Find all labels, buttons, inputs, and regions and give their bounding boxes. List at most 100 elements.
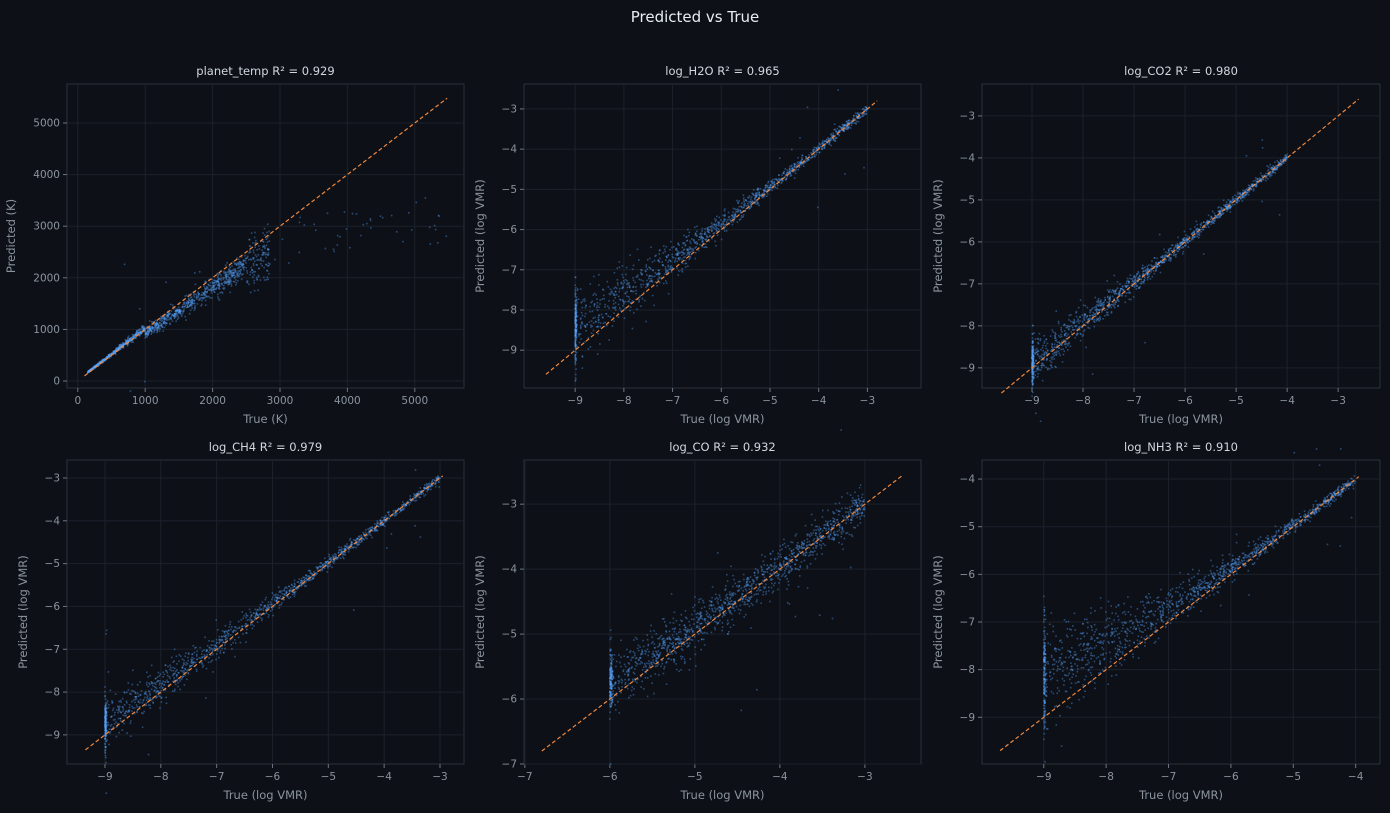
scatter-point bbox=[1104, 296, 1106, 299]
scatter-point bbox=[704, 243, 707, 245]
scatter-point bbox=[762, 189, 765, 191]
scatter-point bbox=[115, 349, 117, 352]
scatter-point bbox=[1198, 236, 1200, 239]
scatter-point bbox=[747, 203, 749, 205]
scatter-point bbox=[704, 231, 706, 233]
scatter-point bbox=[92, 368, 94, 370]
scatter-point bbox=[229, 272, 231, 274]
scatter-point bbox=[828, 140, 831, 142]
scatter-point bbox=[650, 275, 653, 277]
scatter-point bbox=[1095, 309, 1097, 311]
scatter-point bbox=[1271, 171, 1274, 173]
scatter-point bbox=[1269, 163, 1271, 166]
scatter-point bbox=[104, 718, 107, 720]
scatter-point bbox=[325, 561, 327, 563]
scatter-point bbox=[817, 206, 819, 209]
scatter-point bbox=[107, 356, 109, 358]
scatter-point bbox=[1278, 161, 1280, 164]
scatter-point bbox=[1073, 321, 1075, 324]
scatter-point bbox=[647, 282, 650, 284]
scatter-point bbox=[1032, 375, 1035, 378]
scatter-point bbox=[108, 357, 111, 359]
scatter-point bbox=[1222, 199, 1225, 202]
scatter-point bbox=[1106, 301, 1108, 304]
scatter-point bbox=[132, 335, 135, 337]
scatter-point bbox=[1266, 165, 1268, 167]
scatter-point bbox=[575, 314, 578, 317]
scatter-point bbox=[145, 335, 147, 338]
scatter-point bbox=[116, 348, 119, 350]
scatter-point bbox=[187, 656, 189, 659]
scatter-point bbox=[304, 585, 306, 587]
scatter-point bbox=[595, 320, 597, 323]
scatter-point bbox=[196, 303, 199, 305]
scatter-point bbox=[701, 236, 703, 239]
scatter-point bbox=[225, 273, 228, 276]
scatter-point bbox=[1199, 226, 1202, 228]
scatter-point bbox=[1031, 362, 1034, 364]
scatter-point bbox=[223, 281, 225, 284]
scatter-point bbox=[213, 280, 216, 282]
scatter-point bbox=[818, 151, 821, 154]
scatter-point bbox=[257, 289, 259, 292]
scatter-point bbox=[1109, 295, 1111, 298]
scatter-point bbox=[260, 259, 263, 262]
scatter-point bbox=[143, 330, 146, 332]
scatter-point bbox=[118, 348, 121, 351]
scatter-point bbox=[1125, 285, 1127, 287]
scatter-point bbox=[281, 238, 284, 241]
scatter-point bbox=[575, 330, 578, 333]
y-tick-label: −9 bbox=[960, 362, 975, 374]
scatter-point bbox=[1112, 304, 1115, 306]
scatter-point bbox=[797, 156, 799, 159]
scatter-point bbox=[842, 129, 845, 131]
scatter-point bbox=[88, 371, 90, 373]
scatter-point bbox=[88, 370, 91, 372]
scatter-point bbox=[1207, 220, 1210, 223]
scatter-point bbox=[1148, 275, 1150, 278]
scatter-point bbox=[1031, 352, 1034, 354]
scatter-point bbox=[1129, 277, 1131, 280]
scatter-point bbox=[144, 332, 147, 335]
scatter-point bbox=[150, 329, 152, 332]
scatter-point bbox=[263, 244, 266, 247]
scatter-point bbox=[666, 269, 668, 272]
scatter-point bbox=[149, 327, 152, 330]
scatter-point bbox=[1064, 343, 1067, 346]
scatter-point bbox=[674, 257, 677, 259]
scatter-point bbox=[177, 311, 180, 314]
scatter-point bbox=[302, 580, 305, 582]
scatter-point bbox=[262, 254, 264, 256]
scatter-point bbox=[1248, 189, 1250, 192]
scatter-point bbox=[144, 692, 146, 694]
scatter-point bbox=[283, 594, 286, 596]
scatter-point bbox=[1126, 280, 1128, 283]
scatter-point bbox=[790, 169, 793, 172]
scatter-point bbox=[1245, 191, 1247, 193]
scatter-point bbox=[574, 343, 576, 345]
scatter-point bbox=[228, 268, 230, 270]
scatter-point bbox=[607, 315, 610, 317]
scatter-point bbox=[1068, 314, 1071, 317]
scatter-point bbox=[145, 331, 148, 333]
scatter-point bbox=[629, 254, 631, 256]
scatter-point bbox=[1220, 206, 1222, 209]
scatter-point bbox=[1104, 299, 1106, 301]
scatter-point bbox=[1111, 295, 1114, 298]
scatter-point bbox=[97, 363, 100, 365]
scatter-point bbox=[1147, 268, 1149, 270]
scatter-point bbox=[1252, 183, 1254, 186]
scatter-point bbox=[845, 126, 847, 129]
scatter-point bbox=[1097, 304, 1100, 306]
scatter-point bbox=[1129, 274, 1132, 276]
scatter-point bbox=[574, 342, 577, 344]
scatter-point bbox=[129, 735, 132, 737]
scatter-point bbox=[574, 344, 577, 346]
scatter-point bbox=[574, 345, 577, 348]
scatter-point bbox=[1219, 209, 1221, 212]
scatter-point bbox=[285, 591, 288, 594]
scatter-point bbox=[1096, 308, 1099, 311]
scatter-point bbox=[576, 324, 578, 326]
scatter-point bbox=[324, 557, 326, 560]
scatter-point bbox=[824, 140, 826, 142]
